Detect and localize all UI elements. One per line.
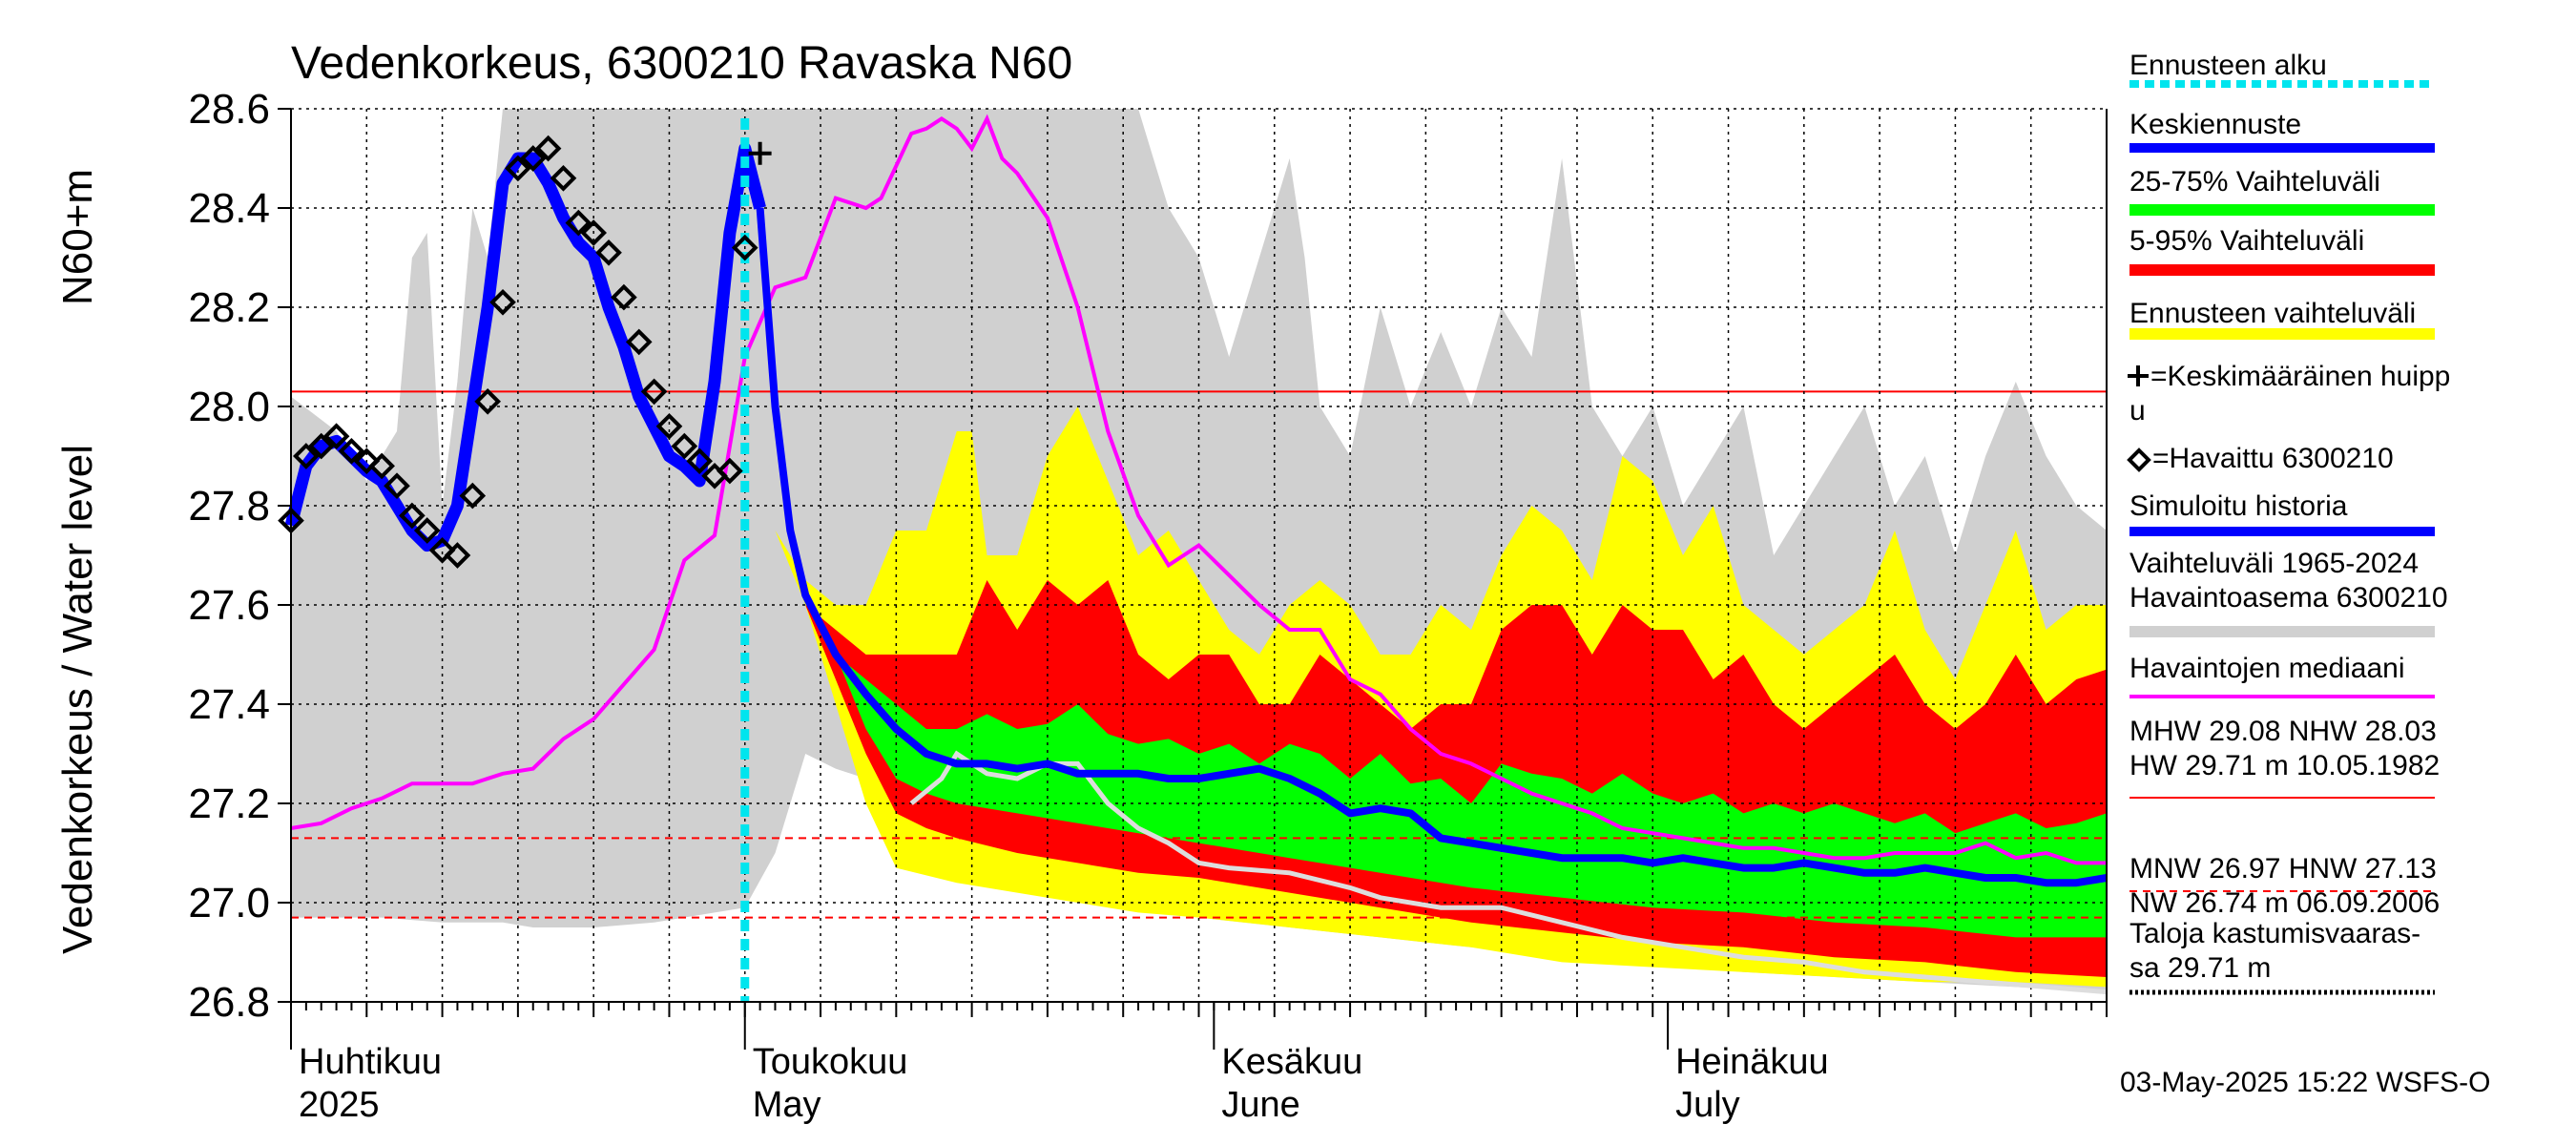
legend-label: =Keskimääräinen huipp: [2150, 361, 2450, 392]
y-tick-label: 27.0: [188, 880, 270, 926]
timestamp: 03-May-2025 15:22 WSFS-O: [2120, 1067, 2491, 1098]
band-p25_75: [744, 158, 2107, 938]
legend-label-line2: Havaintoasema 6300210: [2129, 582, 2448, 614]
month-label: Toukokuu: [753, 1042, 908, 1082]
y-axis-label-main: Vedenkorkeus / Water level: [54, 445, 101, 954]
observed-point: [671, 432, 698, 460]
observed-point: [353, 448, 381, 475]
observed-point: [686, 448, 714, 475]
legend-label: =Havaittu 6300210: [2152, 443, 2394, 474]
observed-point: [428, 536, 456, 564]
legend-label: Ennusteen vaihteluväli: [2129, 298, 2416, 329]
y-axis-label-unit: N60+m: [54, 169, 101, 305]
y-tick-label: 27.4: [188, 681, 270, 728]
legend-swatch-plus: [2128, 365, 2149, 386]
observed-point: [595, 239, 622, 266]
legend-label-line2: u: [2129, 395, 2146, 427]
legend-label: Havaintojen mediaani: [2129, 653, 2405, 684]
y-tick-label: 27.2: [188, 781, 270, 827]
observed-point: [717, 457, 743, 485]
y-tick-label: 26.8: [188, 979, 270, 1026]
legend: Ennusteen alku Keskiennuste 25-75% Vaihtel…: [2127, 50, 2450, 995]
observed-point: [534, 135, 562, 162]
month-label: Kesäkuu: [1221, 1042, 1362, 1082]
observed-point: [368, 452, 395, 480]
observed-point: [307, 432, 335, 460]
legend-label: 5-95% Vaihteluväli: [2129, 225, 2364, 257]
observed-point: [519, 145, 547, 172]
series-simulated-history: [284, 142, 766, 552]
month-sublabel: May: [753, 1085, 821, 1125]
y-tick-label: 28.0: [188, 384, 270, 430]
legend-swatch-diamond: [2127, 448, 2151, 472]
observed-point: [655, 412, 683, 440]
observed-point: [444, 542, 471, 569]
series-other-year: [909, 750, 2108, 995]
month-sublabel: 2025: [299, 1085, 380, 1125]
observed-point: [399, 502, 426, 530]
observed-point: [640, 378, 668, 406]
series-lines: [284, 114, 2108, 1002]
legend-label-line2: sa 29.71 m: [2129, 952, 2271, 984]
legend-label: Ennusteen alku: [2129, 50, 2327, 81]
y-tick-label: 28.2: [188, 284, 270, 331]
month-sublabel: July: [1675, 1085, 1740, 1125]
series-forecast-mean: [756, 207, 2108, 887]
y-tick-label: 28.6: [188, 86, 270, 133]
chart-title: Vedenkorkeus, 6300210 Ravaska N60: [291, 38, 1072, 89]
legend-label: MNW 26.97 HNW 27.13: [2129, 853, 2437, 885]
observed-point: [489, 288, 516, 316]
observed-point: [580, 219, 607, 246]
observed-point: [550, 164, 577, 192]
observed-point: [611, 283, 637, 311]
mean-peak-point: [748, 141, 772, 165]
month-sublabel: June: [1221, 1085, 1299, 1125]
observed-point: [413, 517, 441, 544]
observed-point: [459, 482, 487, 510]
observed-markers: [278, 135, 772, 569]
observed-point: [322, 423, 350, 450]
observed-point: [625, 328, 653, 356]
legend-label: Vaihteluväli 1965-2024: [2129, 548, 2419, 579]
observed-point: [293, 443, 320, 469]
observed-point: [384, 472, 410, 500]
y-tick-label: 27.6: [188, 582, 270, 629]
legend-label: Keskiennuste: [2129, 109, 2301, 140]
legend-label: 25-75% Vaihteluväli: [2129, 166, 2380, 198]
month-label: Huhtikuu: [299, 1042, 442, 1082]
y-tick-label: 28.4: [188, 185, 270, 232]
observed-point: [474, 387, 501, 415]
y-tick-labels: 28.6 28.4 28.2 28.0 27.8 27.6 27.4 27.2 27.0 26.8: [188, 86, 291, 1026]
observed-point: [565, 209, 592, 237]
month-label: Heinäkuu: [1675, 1042, 1829, 1082]
legend-label: Taloja kastumisvaaras-: [2129, 918, 2420, 949]
legend-label: Simuloitu historia: [2129, 490, 2348, 522]
legend-label-line2: NW 26.74 m 06.09.2006: [2129, 887, 2440, 919]
legend-label-line2: HW 29.71 m 10.05.1982: [2129, 750, 2440, 781]
observed-point: [338, 437, 365, 465]
y-tick-label: 27.8: [188, 483, 270, 530]
observed-point: [731, 234, 758, 261]
axes: [290, 109, 2108, 1050]
legend-label: MHW 29.08 NHW 28.03: [2129, 716, 2437, 747]
observed-point: [505, 155, 531, 182]
series-median-observed: [290, 114, 2107, 865]
